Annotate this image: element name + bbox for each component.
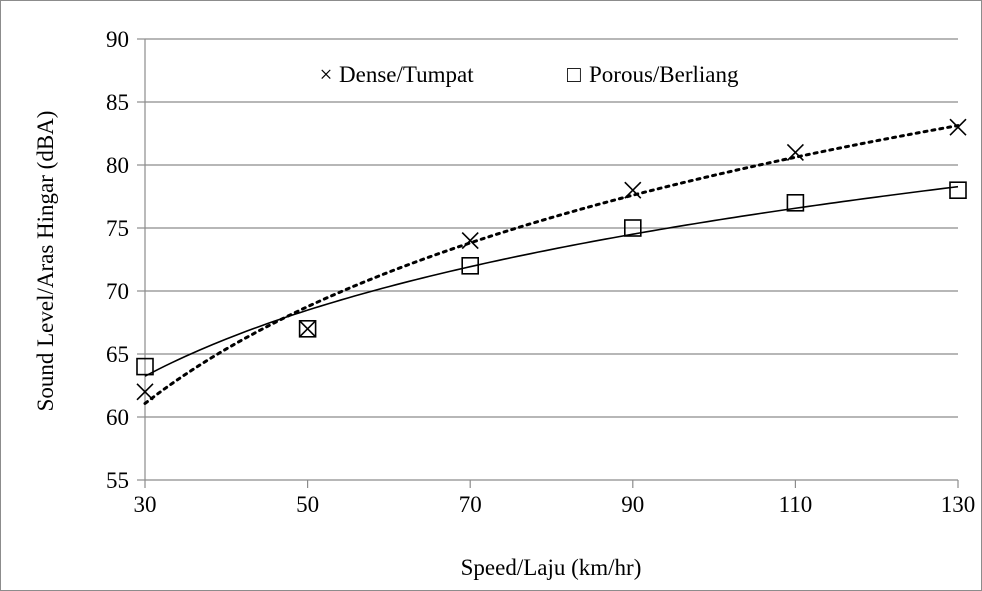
y-tick-label: 80: [106, 153, 129, 178]
trendlines: [143, 124, 960, 405]
legend: × Dense/Tumpat □ Porous/Berliang: [320, 62, 739, 87]
y-tick-label: 55: [106, 468, 129, 493]
marker-stroke: [624, 181, 642, 199]
legend-porous-symbol: □: [567, 62, 581, 87]
y-tick-label: 90: [106, 27, 129, 52]
x-tick-label: 30: [134, 492, 157, 517]
y-tick-label: 60: [106, 405, 129, 430]
marker-stroke: [949, 118, 967, 136]
x-tick-label: 70: [459, 492, 482, 517]
marker-stroke: [136, 383, 154, 401]
x-axis-title: Speed/Laju (km/hr): [461, 555, 642, 580]
marker-dense-90: [624, 181, 642, 199]
y-tick-labels: 55 60 65 70 75 80 85 90: [106, 27, 129, 493]
x-tick-labels: 30 50 70 90 110 130: [134, 492, 976, 517]
y-tick-label: 70: [106, 279, 129, 304]
marker-porous-70: [461, 256, 480, 275]
marker-porous-110: [786, 194, 805, 212]
marker-dense-130: [949, 118, 967, 136]
marker-dense-70: [461, 232, 479, 250]
y-axis-title: Sound Level/Aras Hingar (dBA): [33, 111, 58, 412]
legend-porous-label: Porous/Berliang: [589, 62, 739, 87]
trendline-porous: [144, 185, 959, 377]
marker-porous-130: [949, 181, 967, 199]
marker-dense-110: [786, 143, 804, 161]
x-tick-label: 90: [621, 492, 644, 517]
legend-dense-label: Dense/Tumpat: [339, 62, 474, 87]
y-tick-label: 75: [106, 216, 129, 241]
grid-layer: [137, 38, 959, 488]
legend-dense-symbol: ×: [320, 62, 333, 87]
x-tick-label: 130: [941, 492, 976, 517]
data-markers: [136, 118, 967, 401]
marker-porous-30: [136, 357, 154, 376]
marker-dense-30: [136, 383, 154, 401]
y-tick-label: 65: [106, 342, 129, 367]
marker-porous-90: [623, 219, 642, 237]
x-tick-label: 50: [296, 492, 319, 517]
marker-stroke: [786, 143, 804, 161]
marker-dense-50: [299, 320, 317, 338]
marker-stroke: [461, 232, 479, 250]
x-tick-label: 110: [779, 492, 813, 517]
marker-porous-50: [298, 319, 317, 338]
y-tick-label: 85: [106, 90, 129, 115]
marker-stroke: [299, 320, 317, 338]
